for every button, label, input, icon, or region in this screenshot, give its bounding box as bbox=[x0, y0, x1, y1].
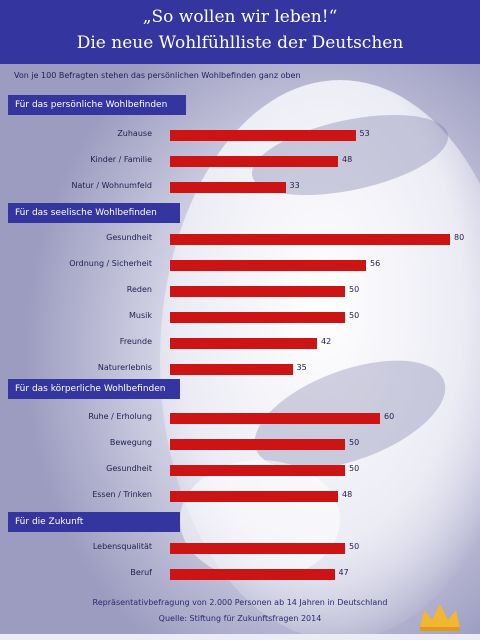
bar bbox=[170, 312, 345, 323]
section-header: Für das seelische Wohlbefinden bbox=[8, 203, 180, 223]
bar bbox=[170, 439, 345, 450]
category-label: Ruhe / Erholung bbox=[88, 412, 152, 421]
portrait-highlight-hand bbox=[180, 460, 340, 580]
data-label: 50 bbox=[349, 438, 360, 447]
section-header: Für die Zukunft bbox=[8, 512, 180, 532]
bar bbox=[170, 364, 293, 375]
bar bbox=[170, 182, 286, 193]
bar bbox=[170, 491, 338, 502]
bar bbox=[170, 465, 345, 476]
bar bbox=[170, 156, 338, 167]
data-label: 50 bbox=[349, 542, 360, 551]
category-label: Ordnung / Sicherheit bbox=[69, 259, 152, 268]
category-label: Lebensqualität bbox=[92, 542, 152, 551]
title-line-1: „So wollen wir leben!“ bbox=[142, 7, 338, 27]
bar bbox=[170, 234, 450, 245]
data-label: 42 bbox=[321, 337, 332, 346]
data-label: 80 bbox=[454, 233, 465, 242]
category-label: Kinder / Familie bbox=[90, 155, 152, 164]
category-label: Natur / Wohnumfeld bbox=[71, 181, 152, 190]
footer-note: Repräsentativbefragung von 2.000 Persone… bbox=[92, 598, 388, 607]
data-label: 50 bbox=[349, 285, 360, 294]
subtitle: Von je 100 Befragten stehen das persönli… bbox=[14, 71, 301, 80]
data-label: 53 bbox=[359, 129, 370, 138]
data-label: 60 bbox=[384, 412, 395, 421]
bottom-strip bbox=[0, 634, 480, 640]
category-label: Bewegung bbox=[109, 438, 152, 447]
bar bbox=[170, 130, 356, 141]
category-label: Gesundheit bbox=[106, 464, 152, 473]
crown-logo-icon bbox=[420, 604, 460, 631]
bar bbox=[170, 413, 380, 424]
category-label: Freunde bbox=[119, 337, 152, 346]
bar bbox=[170, 569, 335, 580]
data-label: 47 bbox=[338, 568, 349, 577]
bar bbox=[170, 286, 345, 297]
data-label: 48 bbox=[342, 490, 353, 499]
section-header: Für das persönliche Wohlbefinden bbox=[8, 95, 186, 115]
category-label: Musik bbox=[129, 311, 152, 320]
data-label: 50 bbox=[349, 464, 360, 473]
footer-source: Quelle: Stiftung für Zukunftsfragen 2014 bbox=[158, 614, 322, 623]
header-banner: „So wollen wir leben!“ Die neue Wohlfühl… bbox=[0, 0, 480, 64]
category-label: Zuhause bbox=[117, 129, 152, 138]
category-label: Reden bbox=[126, 285, 152, 294]
category-label: Naturerlebnis bbox=[97, 363, 152, 372]
data-label: 56 bbox=[370, 259, 381, 268]
category-label: Gesundheit bbox=[106, 233, 152, 242]
data-label: 33 bbox=[289, 181, 300, 190]
data-label: 50 bbox=[349, 311, 360, 320]
bar bbox=[170, 543, 345, 554]
bar bbox=[170, 260, 366, 271]
data-label: 48 bbox=[342, 155, 353, 164]
data-label: 35 bbox=[296, 363, 307, 372]
title-line-2: Die neue Wohlfühlliste der Deutschen bbox=[76, 33, 404, 53]
category-label: Beruf bbox=[130, 568, 152, 577]
category-label: Essen / Trinken bbox=[92, 490, 152, 499]
bar bbox=[170, 338, 317, 349]
section-header: Für das körperliche Wohlbefinden bbox=[8, 379, 180, 399]
